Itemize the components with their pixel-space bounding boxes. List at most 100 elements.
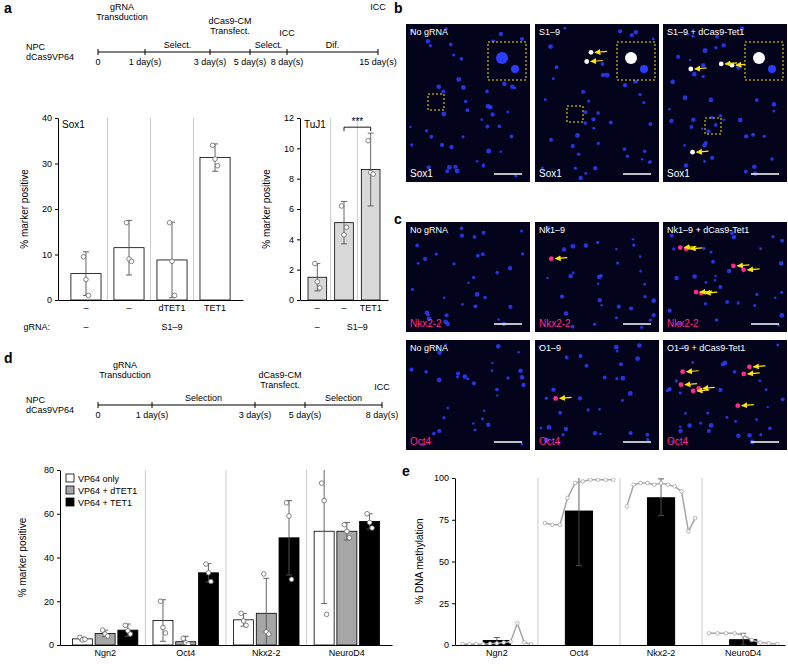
chart: 0255075100Ngn2Oct4Nkx2-2NeuroD4% DNA met… — [414, 455, 786, 658]
site-point — [716, 632, 720, 636]
inset-cell — [625, 52, 637, 64]
positive-cell — [679, 382, 684, 387]
nucleus — [676, 55, 680, 59]
nucleus — [548, 44, 553, 49]
nucleus — [514, 174, 517, 177]
tick-label: Ngn2 — [94, 648, 116, 658]
nucleus — [640, 326, 643, 329]
nucleus — [506, 110, 509, 113]
nucleus — [639, 270, 642, 273]
inset-region — [567, 106, 583, 122]
nucleus — [779, 313, 784, 318]
error-cap — [494, 637, 500, 638]
nucleus — [473, 304, 477, 308]
separator — [702, 478, 703, 645]
nucleus — [544, 98, 547, 101]
tick-label: 2 — [289, 265, 294, 275]
site-point — [461, 642, 465, 645]
nucleus — [417, 262, 420, 265]
error-cap — [314, 290, 320, 291]
timeline-start-line: NPC — [26, 42, 46, 52]
micrograph-background — [535, 222, 659, 332]
panel-label: b — [394, 0, 403, 16]
stain-label: Sox1 — [410, 168, 433, 179]
arrow — [753, 366, 765, 367]
nucleus — [771, 235, 774, 238]
tick-label: 12 — [284, 113, 294, 123]
axis-line — [59, 300, 244, 301]
micrograph: Nk1–9 + dCas9-Tet1Nkx2-2 — [663, 222, 787, 332]
timeline-event: gRNATransduction — [96, 2, 148, 22]
tick: 25 — [439, 599, 455, 609]
nucleus — [520, 229, 523, 232]
point — [124, 220, 129, 225]
point — [365, 511, 370, 516]
timeline-tick-label: 1 day(s) — [129, 57, 162, 67]
timeline-tick-label: 5 day(s) — [234, 57, 267, 67]
nucleus — [699, 422, 702, 425]
nucleus — [460, 227, 464, 231]
nucleus — [552, 77, 555, 80]
nucleus — [684, 412, 687, 415]
point — [319, 481, 324, 486]
nucleus — [689, 125, 693, 129]
tick-label: 0 — [289, 295, 294, 305]
separator — [537, 478, 538, 645]
tick-mark — [297, 209, 300, 210]
nucleus — [672, 247, 675, 250]
nucleus — [711, 260, 715, 264]
legend-label: VP64 + dTET1 — [78, 486, 137, 496]
bar — [308, 277, 327, 300]
point — [347, 536, 352, 541]
nucleus — [409, 125, 411, 127]
nucleus — [722, 43, 726, 47]
error-bar — [368, 133, 374, 206]
nucleus — [476, 254, 480, 258]
inset-cell — [768, 65, 776, 73]
site-point — [666, 483, 670, 487]
tick: – — [126, 303, 131, 313]
point — [213, 157, 218, 162]
tick-mark — [57, 645, 60, 646]
bar — [335, 223, 354, 300]
point — [366, 138, 371, 143]
positive-cell — [731, 264, 736, 269]
site-point — [543, 521, 547, 525]
nucleus — [600, 304, 602, 306]
nucleus — [734, 420, 737, 423]
timeline-tick — [250, 49, 251, 55]
tick: 50 — [439, 557, 455, 567]
site-point — [733, 632, 737, 636]
timeline-tick — [255, 402, 256, 408]
site-point — [558, 523, 562, 527]
tick-label: TET1 — [204, 303, 226, 313]
nucleus — [442, 416, 445, 419]
nucleus — [517, 351, 520, 354]
arrow — [595, 51, 607, 52]
stain-label: Sox1 — [539, 168, 562, 179]
error-cap — [126, 274, 132, 275]
point — [342, 522, 347, 527]
bar — [337, 531, 357, 645]
nucleus — [464, 100, 467, 103]
site-point — [604, 478, 608, 481]
nucleus — [473, 428, 476, 431]
arrow — [725, 63, 737, 64]
image-label: No gRNA — [410, 27, 448, 37]
nucleus — [581, 90, 585, 94]
axis-line — [455, 479, 456, 646]
point — [210, 143, 215, 148]
nucleus — [472, 381, 476, 385]
micrograph: No gRNANkx2-2 — [406, 222, 530, 332]
error-bar — [126, 220, 132, 275]
point — [204, 562, 209, 567]
error-cap — [740, 645, 746, 646]
nucleus — [736, 434, 740, 438]
timeline-phase: Dif. — [326, 40, 340, 50]
y-axis-title: % marker positive — [261, 169, 272, 249]
timeline-tick — [287, 49, 288, 55]
nucleus — [513, 87, 516, 90]
chart-title: Sox1 — [62, 119, 85, 130]
arrow — [697, 390, 709, 391]
nucleus — [565, 356, 569, 360]
